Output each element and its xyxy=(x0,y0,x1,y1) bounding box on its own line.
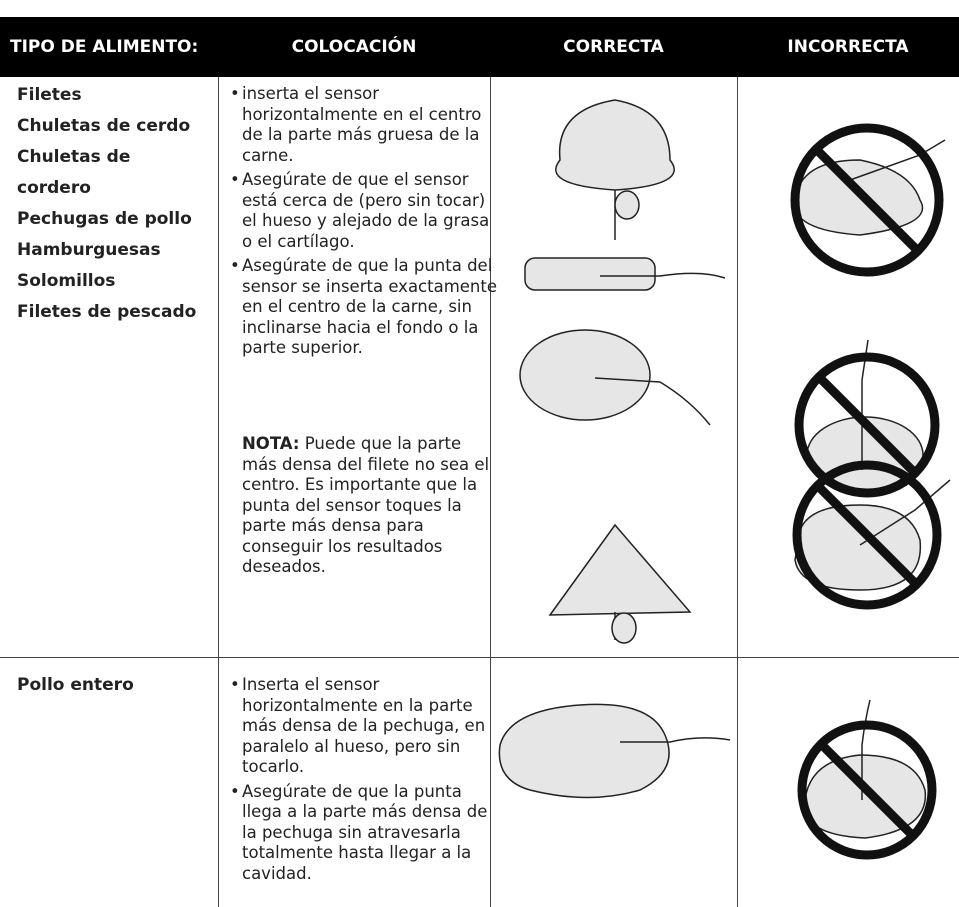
row-divider xyxy=(0,657,959,658)
roast xyxy=(519,329,651,421)
ban-sign xyxy=(794,352,940,498)
steak xyxy=(555,99,675,191)
header-bar: TIPO DE ALIMENTO: COLOCACIÓN CORRECTA IN… xyxy=(0,17,959,77)
ban-slash xyxy=(817,740,917,840)
probe xyxy=(600,272,726,279)
food: Hamburguesas xyxy=(17,240,161,260)
bullets: Inserta el sensor horizontalmente en la … xyxy=(230,675,500,888)
food: Chuletas de cordero xyxy=(17,147,131,198)
probe xyxy=(859,479,951,546)
divider xyxy=(218,77,219,907)
header-cell: INCORRECTA xyxy=(787,37,909,57)
probe xyxy=(594,377,711,426)
food: Pechugas de pollo xyxy=(17,209,192,229)
bullet: Asegúrate de que el sensor está cerca de… xyxy=(230,170,500,252)
fish xyxy=(548,523,692,616)
header-cell: CORRECTA xyxy=(563,37,664,57)
food: Filetes xyxy=(17,85,82,105)
bullet: Asegúrate de que la punta del sensor se … xyxy=(230,256,500,359)
food: Solomillos xyxy=(17,271,116,291)
note: NOTA: Puede que la parte más densa del f… xyxy=(242,434,490,578)
steak-side xyxy=(524,257,656,291)
ban-slash xyxy=(814,482,920,588)
food: Pollo entero xyxy=(17,675,134,695)
header-cell: COLOCACIÓN xyxy=(291,37,417,57)
ban-slash xyxy=(812,145,922,255)
divider xyxy=(490,77,491,907)
ban-sign xyxy=(797,720,937,860)
probe-handle xyxy=(614,190,640,220)
food-list: Pollo entero xyxy=(17,670,217,701)
ban-sign xyxy=(792,460,942,610)
note-text: Puede que la parte más densa del filete … xyxy=(242,434,490,576)
probe xyxy=(620,737,731,743)
ban-sign xyxy=(790,123,944,277)
bullet: Asegúrate de que la punta llega a la par… xyxy=(230,782,500,885)
chicken xyxy=(498,703,670,799)
food: Filetes de pescado xyxy=(17,302,197,322)
note-label: NOTA: xyxy=(242,434,300,453)
bullet: inserta el sensor horizontalmente en el … xyxy=(230,84,500,166)
food: Chuletas de cerdo xyxy=(17,116,191,136)
divider xyxy=(737,77,738,907)
ban-slash xyxy=(815,373,919,477)
bullet: Inserta el sensor horizontalmente en la … xyxy=(230,675,500,778)
food-list: Filetes Chuletas de cerdo Chuletas de co… xyxy=(17,80,217,328)
header-cell: TIPO DE ALIMENTO: xyxy=(10,37,199,57)
probe-handle xyxy=(611,612,637,644)
bullets: inserta el sensor horizontalmente en el … xyxy=(230,84,500,363)
probe xyxy=(861,339,869,470)
